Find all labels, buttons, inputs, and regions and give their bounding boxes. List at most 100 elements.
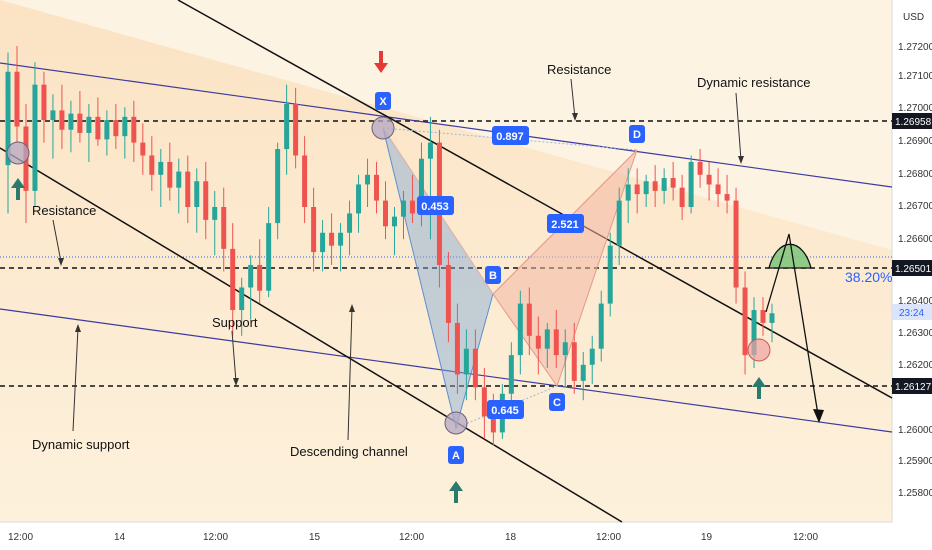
candle-body (760, 310, 766, 323)
candle-body (122, 116, 128, 137)
candle-body (706, 174, 712, 185)
candle-body (356, 184, 362, 214)
price-label-fib: 1.26501 (892, 260, 932, 276)
candle-body (311, 207, 317, 253)
candle-body (383, 200, 389, 227)
candle-body (320, 232, 326, 253)
candles (5, 46, 775, 446)
channel-upper-line[interactable] (177, 0, 893, 399)
candle-body (266, 223, 272, 291)
ratio-box-ac: 0.645 (487, 400, 524, 419)
candle-body (427, 142, 433, 159)
candle-body (589, 348, 595, 365)
candle-body (365, 174, 371, 185)
candle-body (598, 303, 604, 349)
svg-text:1.26501: 1.26501 (895, 264, 932, 275)
candle-body (221, 207, 227, 249)
support-label: Support (212, 315, 258, 330)
x-tick-label: 18 (505, 532, 517, 543)
y-tick-label: 1.26300 (898, 328, 932, 339)
candle-body (158, 161, 164, 175)
candle-body (679, 187, 685, 207)
price-label-support: 1.26127 (892, 378, 932, 394)
y-tick-labels: 1.27200 1.27100 1.27000 1.26900 1.26800 … (898, 42, 932, 499)
arrow-down-icon (374, 51, 388, 73)
candle-body (733, 200, 739, 288)
candle-body (77, 113, 83, 133)
candle-body (562, 342, 568, 356)
candle-body (167, 161, 173, 188)
svg-text:0.897: 0.897 (496, 131, 524, 143)
candle-body (374, 174, 380, 201)
y-tick-label: 1.26000 (898, 425, 932, 436)
candle-body (104, 120, 110, 140)
x-tick-label: 12:00 (203, 532, 228, 543)
candle-body (185, 171, 191, 207)
y-tick-label: 1.26200 (898, 360, 932, 371)
candle-body (742, 287, 748, 356)
x-tick-label: 12:00 (596, 532, 621, 543)
resistance-label-top: Resistance (547, 62, 611, 77)
x-tick-label: 15 (309, 532, 321, 543)
dynamic-support-line[interactable] (0, 308, 893, 433)
channel-lower-line[interactable] (0, 147, 623, 523)
candle-body (338, 232, 344, 246)
y-tick-label: 1.27000 (898, 103, 932, 114)
svg-text:C: C (553, 397, 561, 409)
currency-label: USD (903, 12, 924, 23)
arrow-up-icon (11, 178, 25, 200)
y-tick-label: 1.26900 (898, 136, 932, 147)
ratio-box-bd: 2.521 (547, 214, 584, 233)
candle-body (230, 248, 236, 311)
candle-body (257, 264, 263, 291)
x-tick-label: 12:00 (399, 532, 424, 543)
pattern-line-xd (382, 127, 638, 151)
candle-body (302, 155, 308, 207)
candle-body (580, 364, 586, 381)
candle-body (50, 110, 56, 121)
candle-body (670, 178, 676, 188)
candle-body (508, 355, 514, 394)
svg-text:B: B (489, 270, 497, 282)
candle-body (284, 103, 290, 150)
candle-body (526, 303, 532, 336)
svg-text:1.26127: 1.26127 (895, 382, 932, 393)
y-tick-label: 1.26400 (898, 296, 932, 307)
time-axis-panel (0, 522, 932, 550)
svg-text:0.645: 0.645 (491, 405, 519, 417)
candle-body (59, 110, 65, 130)
y-tick-label: 1.25800 (898, 488, 932, 499)
projection-arrowhead-icon (813, 409, 824, 423)
candle-body (293, 103, 299, 156)
x-tick-label: 12:00 (8, 532, 33, 543)
resistance-label-left: Resistance (32, 203, 96, 218)
ratio-box-xb: 0.453 (417, 196, 454, 215)
candle-body (769, 313, 775, 323)
candle-body (131, 116, 137, 143)
projection-arc (768, 243, 812, 269)
point-label-c: C (549, 393, 565, 411)
y-tick-label: 1.26700 (898, 201, 932, 212)
dynamic-resistance-line[interactable] (0, 62, 893, 188)
candle-body (652, 181, 658, 191)
candle-body (239, 287, 245, 311)
x-tick-label: 14 (114, 532, 126, 543)
candle-body (751, 310, 757, 356)
x-tick-label: 19 (701, 532, 713, 543)
candle-body (715, 184, 721, 195)
candle-body (490, 416, 496, 433)
candle-body (409, 200, 415, 214)
y-tick-label: 1.25900 (898, 456, 932, 467)
price-label-resistance: 1.26958 (892, 113, 932, 129)
candle-body (517, 303, 523, 356)
candle-body (140, 142, 146, 156)
candle-body (553, 329, 559, 356)
arrow-up-icon (449, 481, 463, 503)
arrow-up-icon (752, 377, 766, 399)
candle-body (481, 387, 487, 417)
candle-body (5, 71, 11, 166)
candle-body (634, 184, 640, 195)
candle-body (463, 348, 469, 375)
candle-body (176, 171, 182, 188)
